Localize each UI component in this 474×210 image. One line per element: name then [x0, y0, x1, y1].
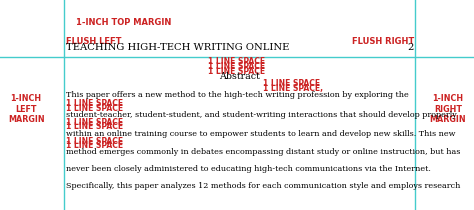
- Text: This paper offers a new method to the high-tech writing profession by exploring : This paper offers a new method to the hi…: [66, 91, 409, 99]
- Text: student-teacher, student-student, and student-writing interactions that should d: student-teacher, student-student, and st…: [66, 111, 457, 119]
- Text: FLUSH RIGHT: FLUSH RIGHT: [353, 38, 415, 46]
- Text: 1-INCH
RIGHT
MARGIN: 1-INCH RIGHT MARGIN: [429, 94, 466, 124]
- Text: within an online training course to empower students to learn and develop new sk: within an online training course to empo…: [66, 130, 456, 138]
- Text: Abstract: Abstract: [219, 72, 260, 81]
- Text: 1 LINE SPACE: 1 LINE SPACE: [263, 80, 320, 88]
- Text: 1 LINE SPACE: 1 LINE SPACE: [66, 104, 124, 113]
- Text: method emerges commonly in debates encompassing distant study or online instruct: method emerges commonly in debates encom…: [66, 148, 461, 156]
- Text: 1 LINE SPACE: 1 LINE SPACE: [209, 67, 265, 76]
- Text: 1 LINE SPACE,: 1 LINE SPACE,: [263, 84, 323, 93]
- Text: never been closely administered to educating high-tech communications via the In: never been closely administered to educa…: [66, 165, 431, 173]
- Text: 1 LINE SPACE: 1 LINE SPACE: [66, 122, 124, 131]
- Text: FLUSH LEFT: FLUSH LEFT: [66, 38, 122, 46]
- Text: Specifically, this paper analyzes 12 methods for each communication style and em: Specifically, this paper analyzes 12 met…: [66, 182, 461, 190]
- Text: 1 LINE SPACE: 1 LINE SPACE: [66, 137, 124, 146]
- Text: 1 LINE SPACE: 1 LINE SPACE: [66, 118, 124, 127]
- Text: 1 LINE SPACE: 1 LINE SPACE: [66, 99, 124, 108]
- Text: 2: 2: [408, 43, 414, 52]
- Text: 1-INCH TOP MARGIN: 1-INCH TOP MARGIN: [76, 18, 171, 26]
- Text: TEACHING HIGH-TECH WRITING ONLINE: TEACHING HIGH-TECH WRITING ONLINE: [66, 43, 290, 52]
- Text: 1 LINE SPACE: 1 LINE SPACE: [209, 57, 265, 66]
- Text: 1-INCH
LEFT
MARGIN: 1-INCH LEFT MARGIN: [8, 94, 45, 124]
- Text: 1 LINE SPACE: 1 LINE SPACE: [209, 62, 265, 71]
- Text: 1 LINE SPACE: 1 LINE SPACE: [66, 142, 124, 150]
